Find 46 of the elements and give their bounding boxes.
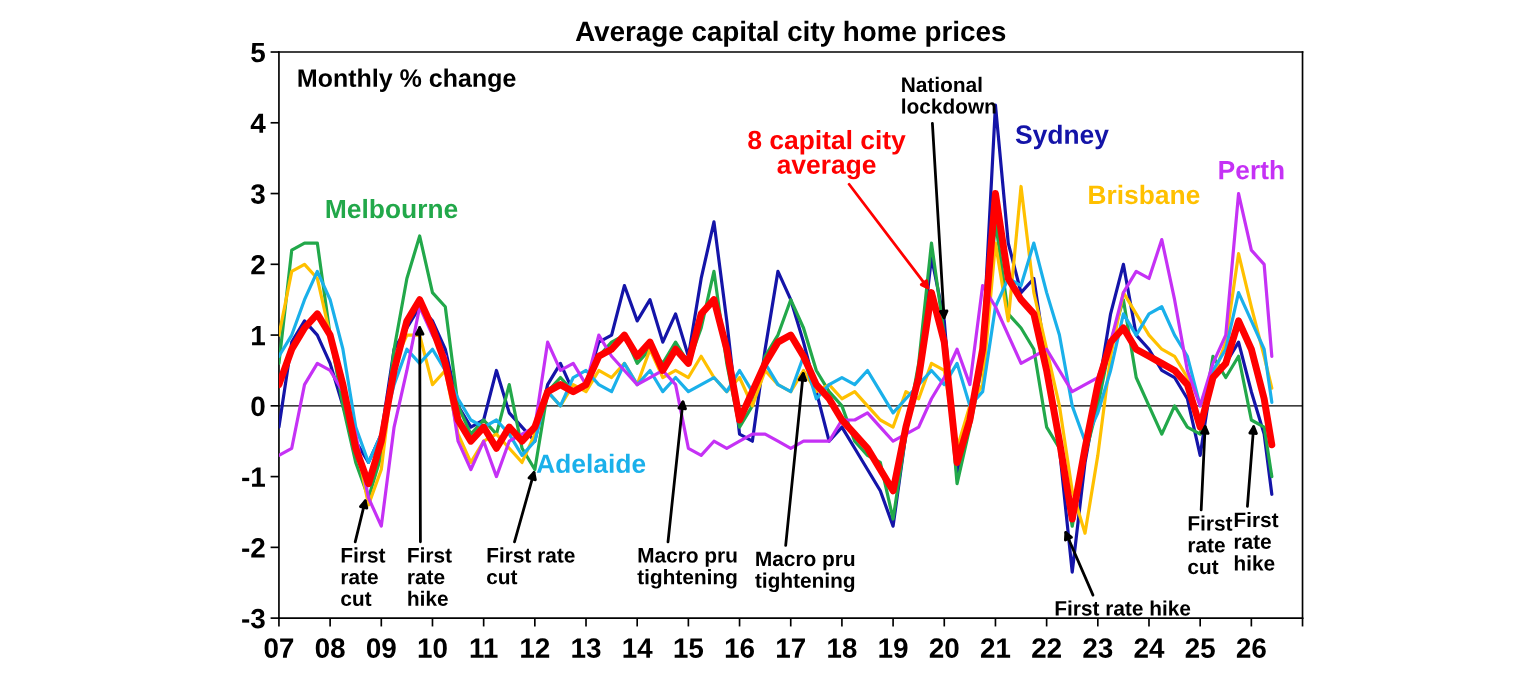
x-tick-label: 11 <box>470 638 498 658</box>
x-tick-label: 17 <box>777 638 805 658</box>
annotation: Macro pru tightening <box>637 548 737 589</box>
series-label: Sydney <box>1015 124 1109 150</box>
annotation: National lockdown <box>902 76 996 114</box>
x-tick-label: 23 <box>1083 638 1113 659</box>
y-tick-label: 0 <box>251 396 265 417</box>
x-tick-label: 18 <box>828 638 857 658</box>
y-tick-label: 2 <box>251 254 265 275</box>
y-tick-label: 3 <box>250 184 265 204</box>
x-tick-label: 07 <box>264 638 294 658</box>
x-tick-label: 26 <box>1236 638 1266 658</box>
chart-title: Average capital city home prices <box>575 20 1006 47</box>
annotation: First rate cut <box>341 547 386 607</box>
x-tick-label: 15 <box>674 638 704 658</box>
x-tick-label: 19 <box>879 638 908 658</box>
text: 8 capital city average <box>748 129 906 180</box>
annotation: First rate hike <box>1055 600 1191 616</box>
y-tick-label: -2 <box>242 538 265 558</box>
x-tick-label: 12 <box>521 638 550 658</box>
series-label: Melbourne <box>326 198 458 219</box>
y-tick-label: 1 <box>252 326 265 346</box>
x-tick-label: 16 <box>725 638 754 658</box>
series-label: Adelaide <box>536 453 646 474</box>
annotation: Monthly % change <box>298 68 516 93</box>
x-tick-label: 10 <box>418 638 447 658</box>
y-tick-label: -3 <box>242 608 265 629</box>
x-tick-label: 14 <box>623 638 653 658</box>
x-tick-label: 20 <box>929 638 959 658</box>
annotation: First rate hike <box>408 547 452 607</box>
x-tick-label: 13 <box>572 638 601 659</box>
text: Brisbane <box>1089 184 1200 205</box>
x-tick-label: 25 <box>1185 638 1215 658</box>
x-tick-label: 24 <box>1134 638 1165 658</box>
annotation: First rate cut <box>1188 515 1233 575</box>
x-tick-label: 21 <box>980 638 1011 658</box>
x-tick-label: 09 <box>366 638 396 658</box>
series-label: Perth <box>1219 160 1284 180</box>
y-tick-label: 4 <box>250 113 266 133</box>
annotation: First rate hike <box>1234 511 1279 571</box>
y-tick-label: 5 <box>251 42 265 63</box>
annotation: First rate cut <box>487 547 575 585</box>
annotation: Macro pru tightening <box>755 551 855 593</box>
y-tick-label: -1 <box>242 467 265 487</box>
x-tick-label: 08 <box>315 638 345 658</box>
x-tick-label: 22 <box>1032 638 1061 658</box>
